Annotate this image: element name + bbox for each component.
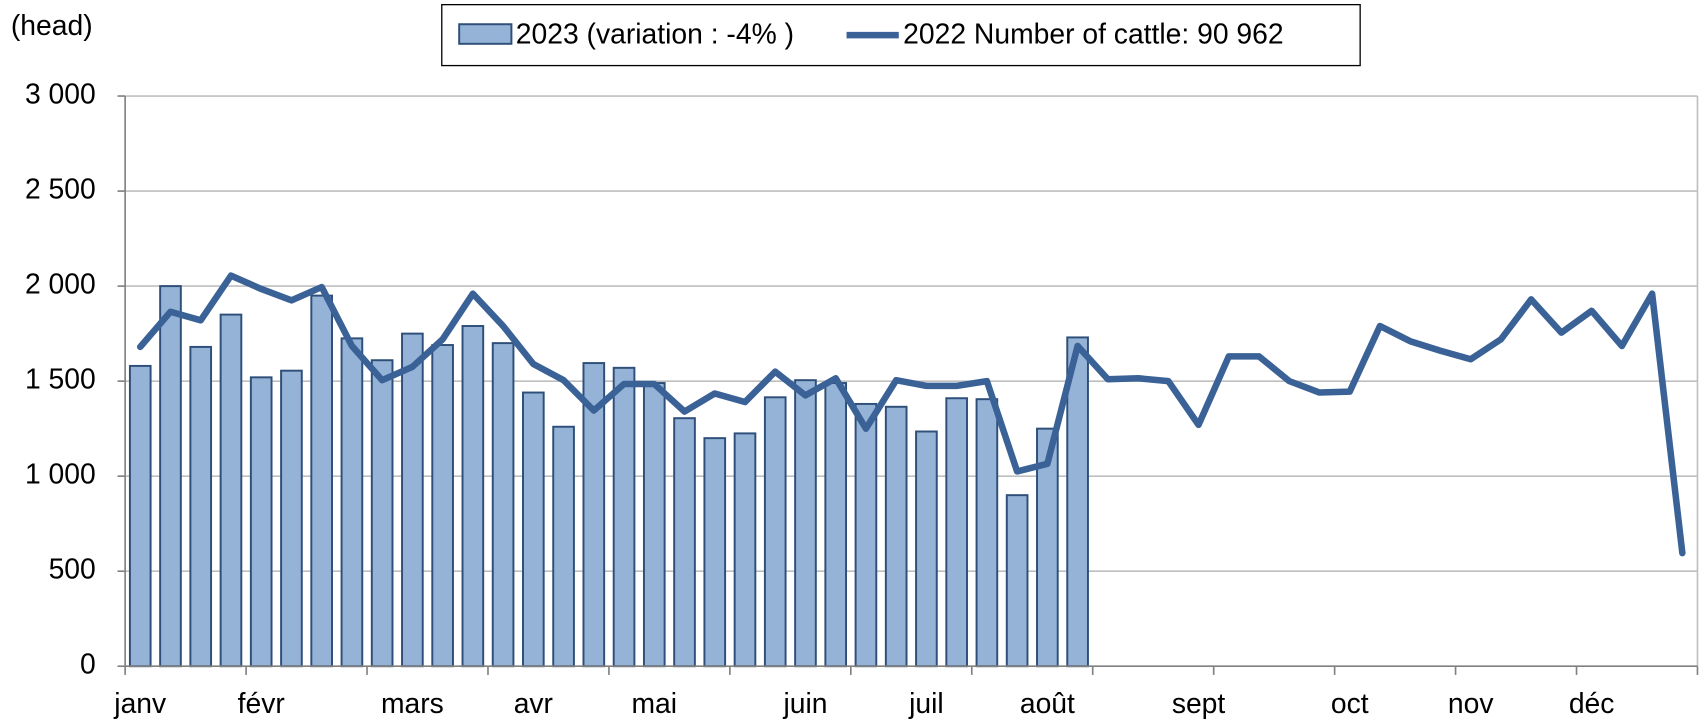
bar bbox=[612, 366, 636, 668]
bar bbox=[401, 332, 424, 668]
y-tick-label: 1 000 bbox=[25, 458, 96, 490]
y-axis-label: (head) bbox=[11, 9, 93, 41]
legend-label: 2022 Number of cattle: 90 962 bbox=[903, 18, 1283, 50]
bar bbox=[461, 325, 485, 668]
bar bbox=[189, 345, 213, 668]
bar bbox=[128, 364, 152, 668]
legend-label: 2023 (variation : -4% ) bbox=[516, 18, 794, 50]
line bbox=[136, 272, 1686, 557]
x-tick-label: juil bbox=[908, 687, 944, 719]
x-tick-label: août bbox=[1020, 687, 1075, 719]
bar bbox=[763, 396, 787, 668]
bar bbox=[854, 402, 878, 668]
bar bbox=[1005, 494, 1029, 668]
bar bbox=[915, 430, 938, 668]
y-tick-label: 0 bbox=[80, 648, 96, 680]
x-tick-label: oct bbox=[1331, 687, 1369, 719]
bar bbox=[491, 342, 515, 668]
legend: 2023 (variation : -4% ) 2022 Number of ca… bbox=[458, 18, 1284, 50]
bar bbox=[370, 359, 394, 668]
x-tick-label: févr bbox=[238, 687, 285, 719]
bar bbox=[340, 337, 364, 668]
x-tick-label: juin bbox=[782, 687, 827, 719]
x-tick-label: nov bbox=[1448, 687, 1494, 719]
bar bbox=[794, 379, 817, 668]
bar bbox=[673, 417, 696, 668]
bar bbox=[824, 382, 848, 668]
bar bbox=[884, 405, 908, 668]
x-tick-label: sept bbox=[1172, 687, 1226, 719]
bar bbox=[522, 391, 545, 668]
bar bbox=[552, 425, 575, 668]
legend-swatch bbox=[458, 23, 513, 45]
x-tick-label: avr bbox=[514, 687, 553, 719]
x-tick-label: mai bbox=[631, 687, 677, 719]
x-tick-label: janv bbox=[113, 687, 167, 719]
bar bbox=[703, 437, 727, 668]
y-tick-label: 2 000 bbox=[25, 268, 96, 300]
bar bbox=[431, 344, 454, 668]
y-tick-label: 3 000 bbox=[25, 78, 96, 110]
bar bbox=[249, 376, 273, 668]
bar bbox=[280, 369, 303, 668]
bar bbox=[945, 397, 968, 668]
y-tick-label: 2 500 bbox=[25, 173, 96, 205]
bar bbox=[310, 294, 333, 668]
x-tick-label: mars bbox=[381, 687, 444, 719]
x-tick-label: déc bbox=[1569, 687, 1615, 719]
bar bbox=[219, 313, 243, 668]
bar bbox=[975, 398, 999, 668]
bar bbox=[733, 432, 757, 668]
bar bbox=[642, 382, 666, 668]
legend-box bbox=[441, 3, 1361, 67]
y-tick-label: 500 bbox=[49, 553, 96, 585]
bar bbox=[159, 285, 182, 668]
y-tick-label: 1 500 bbox=[25, 363, 96, 395]
